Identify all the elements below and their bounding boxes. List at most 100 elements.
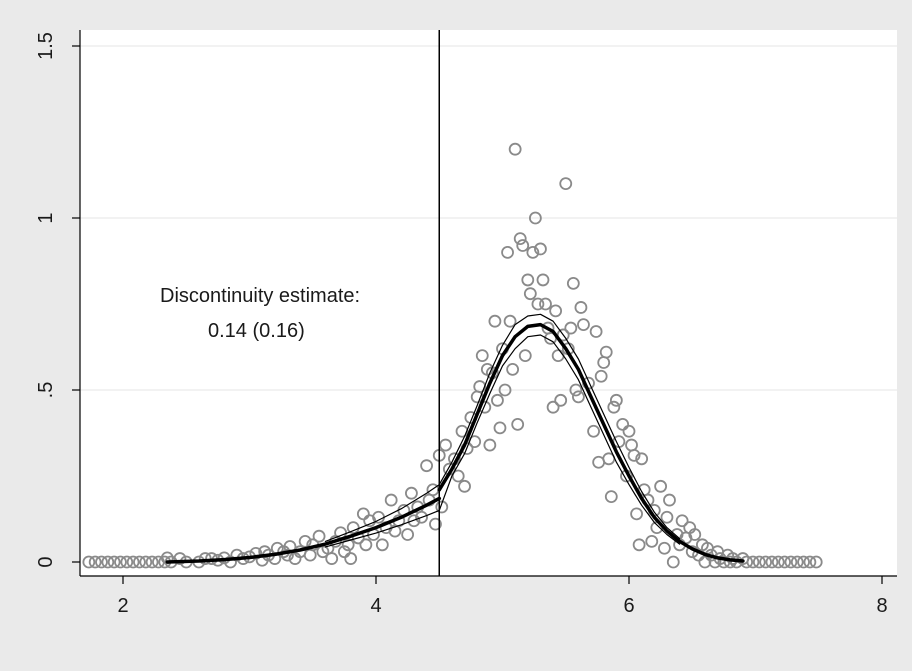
scatter-point xyxy=(455,424,469,438)
scatter-point xyxy=(82,555,96,569)
scatter-point xyxy=(511,417,525,431)
scatter-point xyxy=(627,448,641,462)
axes xyxy=(79,30,897,577)
annotation-line-1: Discontinuity estimate: xyxy=(160,285,360,307)
scatter-point xyxy=(752,555,766,569)
scatter-point xyxy=(526,245,540,259)
scatter-point xyxy=(359,538,373,552)
scatter-point xyxy=(574,301,588,314)
fit-right-line xyxy=(437,322,745,563)
fit-left-line xyxy=(165,496,442,564)
plot-area xyxy=(80,30,897,576)
scatter-point xyxy=(198,552,212,565)
scatter-point xyxy=(521,273,535,287)
y-tick-label: 0 xyxy=(35,556,57,567)
scatter-point xyxy=(401,528,415,541)
scatter-point xyxy=(635,452,649,466)
scatter-point xyxy=(429,517,442,531)
scatter-point xyxy=(790,555,804,569)
scatter-point xyxy=(632,538,646,552)
scatter-point xyxy=(101,555,115,569)
scatter-point xyxy=(451,469,465,483)
scatter-point xyxy=(531,297,545,311)
scatter-point xyxy=(534,242,547,256)
ci-lower-line xyxy=(324,334,681,548)
scatter-point xyxy=(133,555,146,569)
scatter-point xyxy=(784,555,798,569)
scatter-point xyxy=(483,438,497,452)
scatter-point xyxy=(622,424,636,438)
scatter-point xyxy=(224,555,237,569)
scatter-point xyxy=(501,245,514,259)
scatter-point xyxy=(405,486,418,500)
scatter-point xyxy=(503,314,517,328)
x-tick-label: 2 xyxy=(117,595,128,617)
scatter-point xyxy=(516,239,530,252)
scatter-point xyxy=(518,349,532,363)
scatter-point xyxy=(549,304,563,318)
scatter-point xyxy=(120,555,134,569)
scatter-point xyxy=(528,211,542,225)
scatter-point xyxy=(609,393,623,407)
scatter-point xyxy=(493,421,507,435)
scatter-point xyxy=(344,552,358,565)
scatter-point xyxy=(114,555,127,569)
scatter-point xyxy=(765,555,779,569)
scatter-point xyxy=(797,555,810,569)
scatter-point xyxy=(539,297,552,311)
scatter-point xyxy=(312,529,326,543)
scatter-point xyxy=(439,438,452,452)
scatter-point xyxy=(559,177,573,191)
scatter-point xyxy=(384,493,398,507)
scatter-point xyxy=(435,500,449,514)
scatter-point xyxy=(458,479,471,493)
x-tick-label: 4 xyxy=(370,595,381,617)
scatter-point xyxy=(536,273,550,287)
scatter-point xyxy=(809,555,823,569)
scatter-point xyxy=(572,390,585,404)
annotation-line-2: 0.14 (0.16) xyxy=(208,320,305,342)
scatter-point xyxy=(577,318,590,332)
y-tick-label: .5 xyxy=(35,382,57,399)
scatter-point xyxy=(508,142,522,156)
scatter-point xyxy=(660,510,674,524)
scatter-point xyxy=(554,393,568,407)
scatter-point xyxy=(95,555,108,569)
scatter-point xyxy=(513,232,527,246)
scatter-point xyxy=(126,555,140,569)
y-tick-label: 1.5 xyxy=(35,32,57,60)
ticks: 0 .5 1 1.5 2 4 6 8 xyxy=(35,32,888,617)
scatter-point xyxy=(420,459,434,473)
fit-lines xyxy=(165,313,745,564)
scatter-point xyxy=(599,345,613,359)
scatter-point xyxy=(88,555,102,569)
scatter-point xyxy=(341,538,355,552)
x-tick-label: 8 xyxy=(876,595,887,617)
scatter-point xyxy=(666,555,680,569)
scatter-point xyxy=(546,400,560,414)
scatter-point xyxy=(604,490,618,504)
ci-upper-line xyxy=(324,313,681,542)
scatter-point xyxy=(415,510,428,524)
scatter-point xyxy=(346,521,360,534)
scatter-point xyxy=(407,514,421,528)
scatter-point xyxy=(491,393,504,407)
scatter-point xyxy=(658,541,671,555)
scatter-point xyxy=(663,493,676,507)
scatter-point xyxy=(803,555,817,569)
scatter-point xyxy=(587,424,600,438)
scatter-point xyxy=(688,528,702,541)
scatter-point xyxy=(325,552,339,565)
scatter-point xyxy=(607,400,621,414)
scatter-point xyxy=(281,548,294,562)
scatter-point xyxy=(173,552,187,565)
scatter-point xyxy=(616,417,630,431)
scatter-point xyxy=(645,534,659,548)
scatter-point xyxy=(654,479,668,493)
scatter-point xyxy=(778,555,791,569)
scatter-point xyxy=(566,276,580,290)
scatter-point xyxy=(498,383,512,397)
scatter-point xyxy=(107,555,121,569)
scatter-point xyxy=(473,380,487,393)
